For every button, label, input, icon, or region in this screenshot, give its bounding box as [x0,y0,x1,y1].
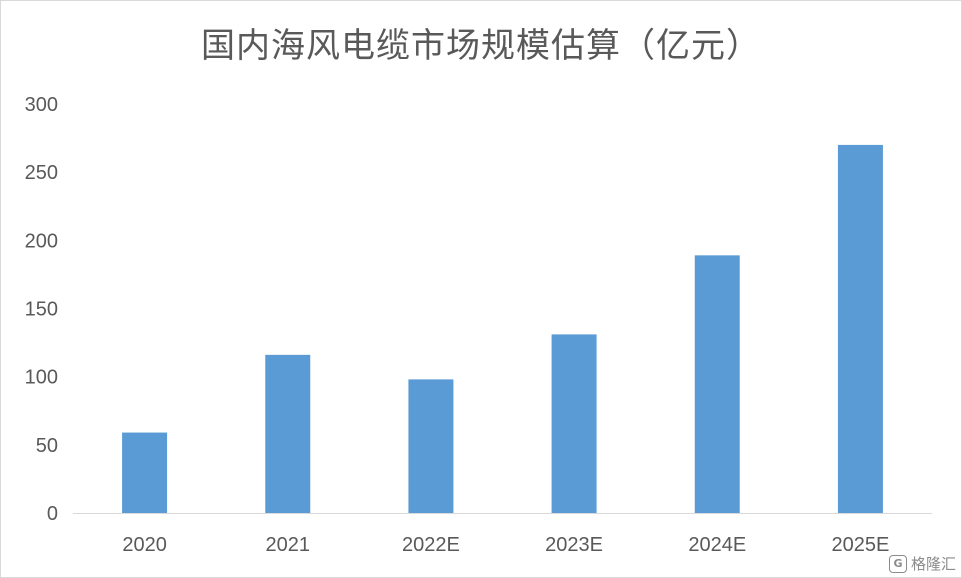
x-tick-label: 2020 [122,534,167,556]
bar-2024E [694,255,740,513]
x-tick-label: 2025E [831,534,889,556]
x-tick-label: 2023E [545,534,603,556]
y-tick-label: 50 [36,435,58,457]
watermark-label: 格隆汇 [910,555,956,573]
x-tick-label: 2021 [266,534,311,556]
bar-2023E [551,334,597,513]
bar-2020 [122,432,168,513]
bar-2021 [265,354,311,513]
y-tick-label: 300 [25,94,58,116]
y-tick-label: 0 [47,503,58,525]
watermark: G 格隆汇 [888,553,956,574]
y-tick-label: 250 [25,162,58,184]
bar-2022E [408,379,454,513]
y-tick-label: 200 [25,230,58,252]
x-tick-label: 2022E [402,534,460,556]
y-tick-label: 150 [25,299,58,321]
bar-2025E [837,144,883,513]
x-tick-label: 2024E [688,534,746,556]
watermark-logo-icon: G [888,554,907,573]
y-tick-label: 100 [25,367,58,389]
chart-title: 国内海风电缆市场规模估算（亿元） [201,26,761,66]
